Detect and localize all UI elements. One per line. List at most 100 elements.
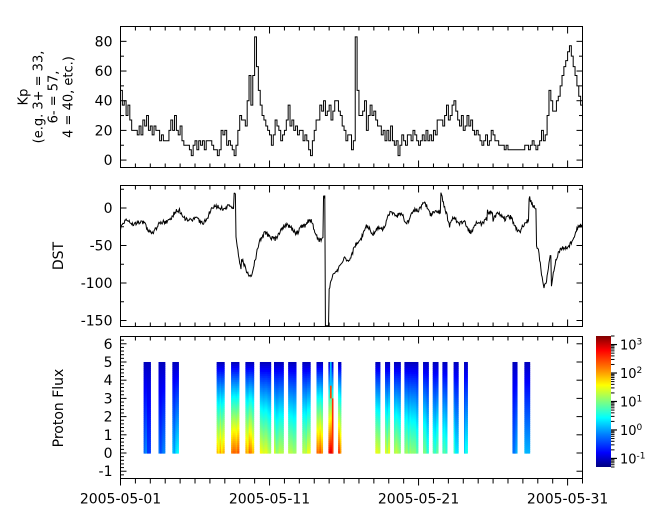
proton-flux-cell	[148, 369, 151, 373]
proton-flux-cell	[259, 379, 262, 383]
proton-flux-cell	[339, 373, 342, 377]
proton-flux-cell	[175, 435, 178, 438]
proton-flux-cell	[306, 449, 310, 452]
proton-flux-cell	[331, 367, 334, 371]
proton-flux-cell	[395, 369, 398, 373]
proton-flux-cell	[280, 393, 283, 397]
proton-flux-cell	[339, 433, 342, 436]
proton-flux-cell	[145, 403, 148, 407]
proton-flux-cell	[398, 417, 401, 420]
proton-flux-cell	[219, 433, 222, 436]
proton-flux-cell	[221, 435, 224, 438]
proton-flux-cell	[445, 439, 448, 442]
proton-flux-cell	[406, 387, 409, 391]
proton-flux-cell	[395, 431, 398, 434]
proton-flux-cell	[524, 433, 527, 436]
proton-flux-cell	[316, 417, 319, 420]
proton-flux-cell	[262, 403, 266, 407]
proton-flux-cell	[148, 425, 151, 428]
proton-flux-cell	[250, 373, 253, 377]
proton-flux-cell	[234, 451, 237, 454]
proton-flux-cell	[280, 373, 283, 377]
proton-flux-cell	[456, 449, 459, 452]
proton-flux-cell	[512, 361, 515, 365]
proton-flux-cell	[172, 365, 175, 369]
proton-flux-cell	[388, 423, 391, 426]
proton-flux-cell	[308, 417, 311, 420]
kp-axes-frame	[120, 26, 583, 168]
proton-flux-cell	[259, 409, 262, 413]
proton-flux-cell	[397, 395, 400, 399]
proton-flux-cell	[161, 419, 164, 422]
proton-flux-cell	[267, 405, 270, 409]
proton-flux-cell	[262, 419, 266, 422]
proton-flux-cell	[172, 367, 175, 371]
proton-flux-cell	[216, 417, 219, 420]
proton-flux-cell	[397, 365, 400, 369]
proton-flux-cell	[277, 413, 280, 417]
proton-flux-cell	[455, 451, 458, 454]
proton-flux-cell	[148, 411, 151, 415]
proton-flux-cell	[407, 437, 411, 440]
proton-flux-cell	[248, 409, 251, 413]
proton-flux-cell	[216, 367, 219, 371]
proton-flux-cell	[234, 415, 237, 418]
proton-flux-cell	[393, 377, 397, 381]
proton-flux-cell	[524, 439, 527, 442]
proton-flux-cell	[411, 393, 414, 397]
proton-flux-cell	[291, 369, 294, 373]
proton-flux-cell	[328, 399, 331, 403]
proton-flux-cell	[375, 443, 378, 446]
proton-flux-cell	[339, 379, 342, 383]
proton-flux-cell	[445, 397, 448, 401]
proton-flux-cell	[466, 423, 468, 426]
proton-flux-cell	[216, 431, 219, 434]
proton-flux-cell	[515, 385, 518, 389]
proton-flux-cell	[412, 373, 416, 377]
proton-flux-cell	[294, 393, 297, 397]
proton-flux-cell	[261, 421, 264, 424]
proton-flux-cell	[303, 401, 307, 405]
proton-flux-cell	[426, 401, 429, 405]
proton-flux-cell	[247, 375, 250, 379]
proton-flux-cell	[423, 397, 426, 401]
proton-flux-cell	[329, 419, 332, 422]
proton-flux-cell	[404, 401, 407, 405]
proton-flux-cell	[426, 405, 429, 409]
proton-flux-cell	[436, 447, 439, 450]
kp-y-ticklabel: 80	[95, 34, 113, 50]
proton-flux-cell	[375, 395, 378, 399]
proton-flux-cell	[524, 399, 527, 403]
proton-flux-cell	[259, 391, 262, 395]
proton-flux-cell	[411, 369, 414, 373]
proton-flux-cell	[267, 417, 270, 420]
proton-flux-cell	[264, 421, 267, 424]
proton-flux-cell	[163, 379, 166, 383]
proton-flux-cell	[465, 389, 467, 393]
proton-flux-cell	[375, 393, 378, 397]
proton-flux-cell	[416, 427, 419, 430]
proton-flux-cell	[388, 391, 391, 395]
proton-flux-cell	[464, 417, 466, 420]
proton-flux-cell	[277, 447, 280, 450]
proton-flux-cell	[237, 409, 240, 413]
proton-flux-cell	[456, 391, 459, 395]
proton-flux-cell	[376, 371, 379, 375]
proton-flux-cell	[466, 379, 468, 383]
proton-flux-cell	[398, 395, 401, 399]
proton-flux-cell	[172, 411, 175, 415]
proton-flux-cell	[158, 365, 161, 369]
proton-flux-cell	[235, 375, 238, 379]
proton-flux-cell	[386, 375, 389, 379]
proton-flux-cell	[456, 371, 459, 375]
proton-flux-cell	[395, 401, 398, 405]
proton-flux-cell	[465, 391, 467, 395]
proton-flux-cell	[524, 413, 527, 417]
proton-flux-cell	[294, 401, 297, 405]
proton-flux-cell	[524, 381, 527, 385]
proton-flux-cell	[393, 425, 397, 428]
proton-flux-cell	[143, 365, 146, 369]
proton-flux-cell	[416, 445, 419, 448]
proton-flux-cell	[386, 393, 389, 397]
proton-flux-cell	[319, 383, 322, 387]
